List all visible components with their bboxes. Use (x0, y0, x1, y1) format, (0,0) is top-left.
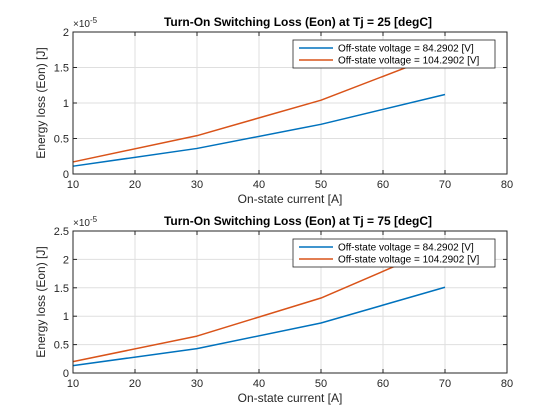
y-axis-label: Energy loss (Eon) [J] (34, 47, 48, 158)
y-tick-label: 0 (63, 368, 69, 380)
x-tick-label: 50 (315, 179, 327, 191)
legend-box (292, 39, 496, 69)
x-tick-label: 10 (67, 378, 79, 390)
x-tick-label: 10 (67, 179, 79, 191)
x-tick-label: 70 (439, 378, 451, 390)
y-tick-label: 2 (63, 27, 69, 39)
x-tick-label: 30 (191, 378, 203, 390)
x-tick-label: 60 (377, 378, 389, 390)
series-line-2 (72, 243, 446, 363)
legend: Off-state voltage = 84.2902 [V]Off-state… (292, 238, 496, 268)
x-tick-label: 50 (315, 378, 327, 390)
axes-box (72, 230, 508, 374)
y-exponent-label: ×10-5 (73, 215, 98, 229)
x-tick-label: 80 (501, 378, 513, 390)
x-tick-label: 20 (129, 179, 141, 191)
y-tick-label: 2 (63, 254, 69, 266)
x-tick-label: 70 (439, 179, 451, 191)
x-axis-label: On-state current [A] (238, 391, 343, 405)
x-tick-label: 80 (501, 179, 513, 191)
y-tick-label: 0.5 (54, 134, 69, 146)
x-tick-label: 20 (129, 378, 141, 390)
chart-panel-1: 10 20 30 40 50 60 70 80 0 0.5 1 1.5 2 ×10-5 Turn-On Sw… (34, 15, 513, 206)
series-line-1 (72, 93, 446, 167)
x-tick-label: 40 (253, 179, 265, 191)
x-tick-label: 40 (253, 378, 265, 390)
y-exponent-label: ×10-5 (73, 16, 98, 30)
y-tick-label: 1.5 (54, 63, 69, 75)
legend: Off-state voltage = 84.2902 [V]Off-state… (292, 39, 496, 69)
x-axis-label: On-state current [A] (238, 192, 343, 206)
legend-entry: Off-state voltage = 104.2902 [V] (338, 255, 480, 266)
x-tick-label: 60 (377, 179, 389, 191)
legend-entry: Off-state voltage = 104.2902 [V] (338, 56, 480, 67)
x-tick-label: 30 (191, 179, 203, 191)
y-tick-label: 0 (63, 169, 69, 181)
series-line-2 (72, 51, 446, 163)
chart-title: Turn-On Switching Loss (Eon) at Tj = 75 … (164, 214, 432, 228)
y-tick-label: 2.5 (54, 226, 69, 238)
y-tick-label: 1 (63, 311, 69, 323)
legend-box (292, 238, 496, 268)
y-axis-label: Energy loss (Eon) [J] (34, 246, 48, 357)
y-tick-label: 1.5 (54, 283, 69, 295)
chart-panel-2: 10 20 30 40 50 60 70 80 0 0.5 1 1.5 2 2.5 ×10-5 Turn-On… (34, 214, 513, 405)
y-tick-label: 0.5 (54, 340, 69, 352)
chart-title: Turn-On Switching Loss (Eon) at Tj = 25 … (164, 15, 432, 29)
legend-entry: Off-state voltage = 84.2902 [V] (338, 243, 474, 254)
y-tick-label: 1 (63, 98, 69, 110)
legend-entry: Off-state voltage = 84.2902 [V] (338, 44, 474, 55)
series-line-1 (72, 286, 446, 367)
